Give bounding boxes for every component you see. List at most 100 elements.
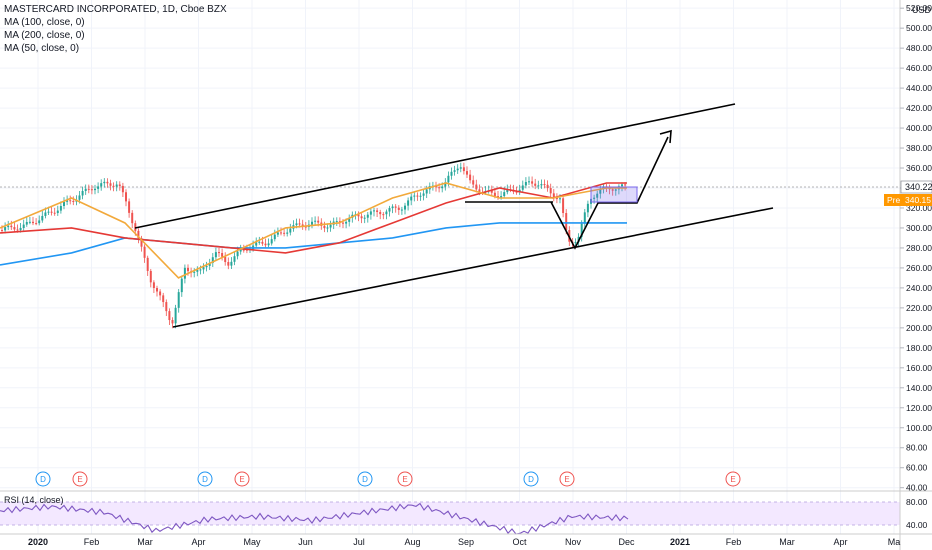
candle-body: [202, 267, 205, 270]
dividend-marker[interactable]: [35, 471, 51, 487]
price-tick-label: 300.00: [906, 223, 932, 233]
candle-body: [329, 224, 332, 228]
dividend-marker[interactable]: [523, 471, 539, 487]
candle-body: [97, 186, 100, 189]
price-tick-label: 80.00: [906, 443, 928, 453]
candle-body: [218, 252, 220, 254]
candle-body: [149, 270, 152, 283]
candle-body: [453, 170, 456, 172]
candle-body: [456, 168, 459, 171]
candle-body: [41, 215, 44, 221]
candle-body: [394, 206, 397, 208]
candle-body: [242, 249, 245, 251]
dividend-marker[interactable]: [197, 471, 213, 487]
candle-body: [528, 181, 530, 183]
price-tick-label: 200.00: [906, 323, 932, 333]
currency-label: USD: [912, 5, 932, 15]
candle-body: [397, 207, 400, 210]
premarket-tag-label: Pre: [887, 195, 901, 205]
candle-body: [624, 184, 627, 186]
event-marker-label: E: [564, 475, 569, 484]
time-tick-label: 2020: [28, 537, 48, 547]
event-marker-label: E: [730, 475, 735, 484]
price-tick-label: 120.00: [906, 403, 932, 413]
candle-body: [255, 242, 258, 246]
candle-body: [16, 229, 19, 231]
earnings-marker[interactable]: [72, 471, 88, 487]
candle-body: [543, 184, 546, 186]
price-axis: 520.00 500.00 480.00 460.00 440.00 420.00 400.…: [900, 3, 932, 493]
dividend-marker[interactable]: [357, 471, 373, 487]
earnings-marker[interactable]: [559, 471, 575, 487]
candle-body: [317, 220, 320, 223]
candle-body: [385, 211, 388, 215]
ma100-legend: MA (100, close, 0): [4, 17, 85, 28]
candle-body: [35, 223, 38, 225]
time-tick-label: Feb: [726, 537, 742, 547]
candle-body: [196, 269, 199, 272]
candle-body: [574, 242, 577, 244]
rsi-legend: RSI (14, close): [4, 495, 64, 505]
candle-body: [63, 201, 65, 207]
candle-body: [56, 210, 59, 214]
candle-body: [289, 228, 292, 233]
time-tick-label: Sep: [458, 537, 474, 547]
candle-body: [50, 211, 53, 213]
price-tick-label: 320.00: [906, 203, 932, 213]
projection-path: [550, 136, 669, 250]
price-tick-label: 480.00: [906, 43, 932, 53]
candle-body: [515, 191, 518, 193]
time-tick-label: May: [243, 537, 261, 547]
candle-body: [400, 209, 403, 211]
candle-body: [140, 238, 143, 247]
time-tick-label: Jun: [298, 537, 313, 547]
candle-body: [373, 210, 375, 212]
candle-body: [586, 203, 589, 213]
premarket-tag: Pre 340.15: [884, 194, 932, 206]
time-tick-label: Nov: [565, 537, 582, 547]
candle-body: [236, 251, 239, 257]
candle-body: [555, 197, 558, 200]
candle-body: [580, 223, 583, 237]
candle-body: [87, 188, 90, 190]
candle-body: [264, 243, 267, 246]
candle-body: [261, 241, 264, 244]
candle-body: [506, 189, 509, 193]
candle-body: [382, 214, 385, 216]
candle-body: [90, 189, 93, 191]
premarket-price-label: 340.15: [905, 195, 931, 205]
earnings-marker[interactable]: [725, 471, 741, 487]
candle-body: [38, 220, 41, 224]
candle-body: [28, 221, 31, 223]
candle-body: [521, 185, 524, 190]
candle-body: [462, 167, 465, 172]
candle-body: [47, 211, 50, 213]
candle-body: [444, 182, 447, 187]
candle-body: [407, 200, 410, 206]
candle-body: [103, 181, 106, 184]
candle-body: [565, 213, 568, 231]
candle-body: [174, 307, 177, 324]
candle-body: [283, 232, 286, 234]
candle-body: [301, 224, 304, 227]
ma50-line: [0, 182, 627, 279]
candle-body: [360, 216, 363, 219]
earnings-marker[interactable]: [234, 471, 250, 487]
time-tick-label: Mar: [779, 537, 795, 547]
candle-body: [69, 200, 72, 202]
candle-body: [345, 221, 348, 224]
candle-body: [369, 211, 372, 215]
earnings-marker[interactable]: [397, 471, 413, 487]
candle-body: [180, 278, 183, 293]
price-tick-label: 240.00: [906, 283, 932, 293]
candle-body: [230, 261, 233, 266]
candle-body: [459, 167, 462, 169]
candle-body: [438, 187, 441, 189]
candle-body: [422, 193, 425, 196]
candle-body: [131, 212, 134, 224]
price-tick-label: 460.00: [906, 63, 932, 73]
candle-body: [211, 257, 214, 263]
candle-body: [596, 193, 599, 198]
channel-upper-line: [134, 103, 736, 229]
